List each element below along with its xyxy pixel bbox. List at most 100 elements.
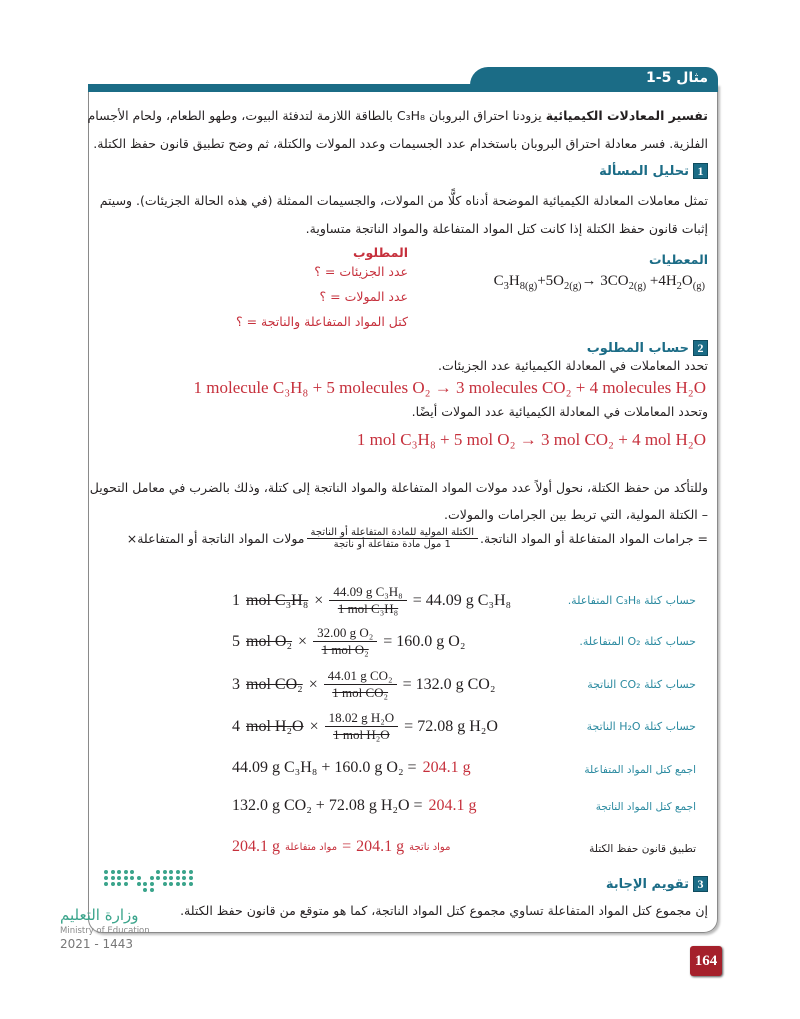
sum-expression: 44.09 g C₃H₈ + 160.0 g O₂ =	[232, 759, 417, 776]
fraction-denominator: 1 mol H₂O	[333, 727, 390, 742]
products-word: مواد ناتجة	[409, 841, 451, 853]
intro-text: يزودنا احتراق البروبان C₃H₈ بالطاقة اللا…	[87, 108, 542, 123]
molecules-equation: 1 molecule C₃H₈ + 5 molecules O₂ → 3 mol…	[193, 378, 706, 397]
equation-term: C	[493, 273, 504, 289]
logo-dot	[188, 870, 193, 874]
sum-expression: 132.0 g CO₂ + 72.08 g H₂O =	[232, 797, 423, 814]
step2-heading-text: حساب المطلوب	[586, 341, 689, 356]
logo-dot	[104, 882, 108, 886]
calc-label: حساب كتلة H₂O الناتجة	[586, 720, 696, 733]
fraction-numerator: 32.00 g O₂	[313, 625, 378, 642]
logo-dot	[110, 876, 115, 880]
sum-reactants: 44.09 g C₃H₈ + 160.0 g O₂ = 204.1 g	[232, 759, 471, 777]
calc-result: = 160.0 g O₂	[383, 632, 466, 650]
logo-dot	[175, 882, 180, 886]
formula-left: مولات المواد الناتجة أو المتفاعلة×	[126, 531, 305, 546]
formula-right: = جرامات المواد المتفاعلة أو المواد النا…	[480, 531, 708, 546]
logo-dot	[182, 870, 186, 874]
step-number: 2	[693, 340, 708, 356]
logo-dot	[117, 876, 121, 880]
intro-bold: تفسير المعادلات الكيميائية	[545, 108, 708, 123]
logo-dot	[162, 882, 167, 886]
step1-line-1: تمثل معاملات المعادلة الكيميائية الموضحة…	[99, 193, 708, 208]
step3-heading: 3 تقويم الإجابة	[606, 876, 708, 892]
step2-text-3a: وللتأكد من حفظ الكتلة، نحول أولاً عدد مو…	[89, 480, 708, 495]
logo-dot	[130, 876, 134, 880]
header-tab	[470, 67, 718, 92]
logo-dot	[156, 870, 160, 874]
mass-calculation: 1 mol C₃H₈ × 44.09 g C₃H₈ 1 mol C₃H₈ = 44…	[232, 584, 511, 617]
canceled-unit: mol C₃H₈	[246, 591, 309, 609]
logo-dot	[149, 888, 154, 892]
equation-term: O	[681, 273, 693, 289]
calc-label: حساب كتلة O₂ المتفاعلة.	[579, 635, 696, 648]
equation-subscript: 2(g)	[628, 281, 647, 292]
equation-term: +5O	[537, 273, 565, 289]
equation-subscript: 2(g)	[564, 281, 582, 292]
equation-term: H	[508, 273, 520, 289]
step2-text-3b: – الكتلة المولية، التي تربط بين الجرامات…	[444, 507, 708, 522]
step2-heading: 2 حساب المطلوب	[587, 340, 708, 356]
given-equation: C3H8(g)+5O2(g)→ 3CO2(g) +4H2O(g)	[494, 273, 705, 292]
step-number: 1	[693, 163, 708, 179]
logo-dot	[182, 876, 186, 880]
intro-line-2: الفلزية. فسر معادلة احتراق البروبان باست…	[93, 136, 708, 151]
logo-dot	[136, 882, 141, 886]
molar-mass-fraction: 32.00 g O₂ 1 mol O₂	[313, 625, 378, 658]
logo-dot	[149, 876, 154, 880]
logo-dot	[104, 876, 108, 880]
logo-dot	[130, 870, 134, 874]
fraction-numerator: 44.01 g CO₂	[323, 668, 397, 685]
given-label: المعطيات	[649, 252, 708, 267]
logo-dot	[117, 870, 121, 874]
fraction-denominator: 1 mol CO₂	[332, 685, 389, 700]
intro-line-1: تفسير المعادلات الكيميائية يزودنا احتراق…	[88, 108, 708, 123]
step1-heading: 1 تحليل المسألة	[599, 163, 708, 179]
step-number: 3	[693, 876, 708, 892]
mass-calculation: 3 mol CO₂ × 44.01 g CO₂ 1 mol CO₂ = 132.0…	[232, 668, 495, 701]
step3-heading-text: تقويم الإجابة	[605, 877, 689, 892]
times-sign: ×	[314, 591, 324, 609]
canceled-unit: mol O₂	[246, 632, 293, 650]
mole-coefficient: 5	[232, 632, 240, 650]
logo-dot	[169, 870, 173, 874]
conversion-formula: = جرامات المواد المتفاعلة أو المواد النا…	[127, 527, 708, 550]
step2-text-2: وتحدد المعاملات في المعادلة الكيميائية ع…	[411, 404, 708, 419]
step3-text: إن مجموع كتل المواد المتفاعلة تساوي مجمو…	[180, 903, 708, 918]
mass-calculation: 5 mol O₂ × 32.00 g O₂ 1 mol O₂ = 160.0 g …	[232, 625, 465, 658]
sum-reactants-label: اجمع كتل المواد المتفاعلة	[584, 764, 696, 776]
times-sign: ×	[308, 675, 318, 693]
calc-result: = 44.09 g C₃H₈	[412, 591, 512, 609]
logo-dot	[169, 882, 173, 886]
logo-dot	[143, 882, 147, 886]
moles-equation: 1 mol C₃H₈ + 5 mol O₂ → 3 mol CO₂ + 4 mo…	[356, 430, 706, 449]
fraction-numerator: 44.09 g C₃H₈	[329, 584, 407, 601]
formula-denominator: 1 مول مادة متفاعلة أو ناتجة	[333, 539, 451, 550]
equation-subscript: (g)	[692, 281, 705, 292]
molar-mass-fraction: 44.01 g CO₂ 1 mol CO₂	[323, 668, 397, 701]
sum-total: 204.1 g	[428, 797, 477, 814]
unknown-item: عدد الجزيئات = ؟	[314, 264, 408, 279]
molar-mass-fraction: 18.02 g H₂O 1 mol H₂O	[324, 710, 399, 743]
logo-dot	[188, 882, 193, 886]
mole-coefficient: 1	[232, 591, 240, 609]
canceled-unit: mol H₂O	[246, 717, 304, 735]
logo-dot	[156, 876, 160, 880]
example-box	[88, 84, 718, 933]
example-title: مثال 5-1	[646, 70, 708, 86]
mole-coefficient: 3	[232, 675, 240, 693]
times-sign: ×	[298, 632, 308, 650]
equation-subscript: 2	[676, 281, 682, 292]
mass-calculation: 4 mol H₂O × 18.02 g H₂O 1 mol H₂O = 72.08…	[232, 710, 498, 743]
equation-term: → 3CO	[581, 273, 629, 289]
logo-dot	[162, 870, 167, 874]
logo-dot	[136, 876, 141, 880]
mole-coefficient: 4	[232, 717, 240, 735]
sum-total: 204.1 g	[422, 759, 471, 776]
sum-products-label: اجمع كتل المواد الناتجة	[595, 801, 696, 813]
logo-dot	[110, 870, 115, 874]
ministry-name-en: Ministry of Education	[60, 926, 150, 936]
logo-dot	[110, 882, 115, 886]
logo-dot	[188, 876, 193, 880]
unknown-item: كتل المواد المتفاعلة والناتجة = ؟	[235, 314, 408, 329]
